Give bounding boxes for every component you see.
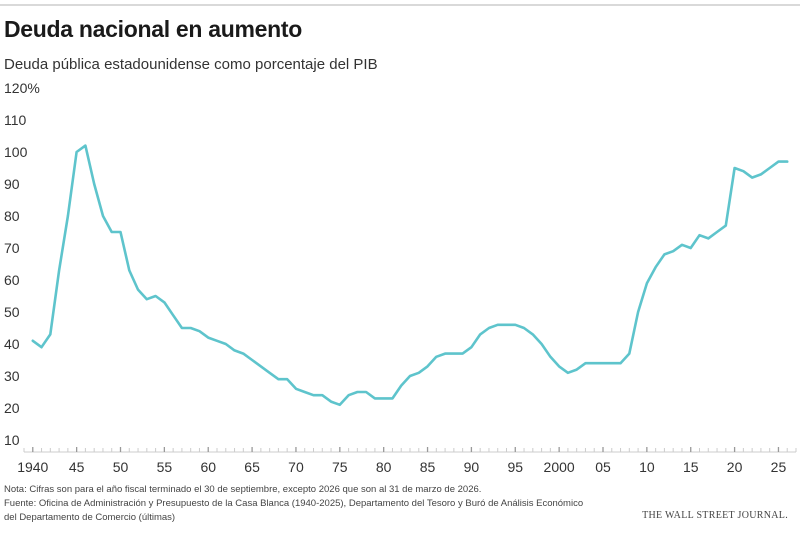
x-tick-label: 95 — [507, 459, 523, 475]
x-tick-labels: 1940 45 50 55 60 65 70 75 80 85 90 95 2000 05 10 15 20 25 — [17, 459, 786, 475]
top-rule — [0, 4, 800, 6]
x-tick-label: 25 — [771, 459, 787, 475]
x-tick-label: 10 — [639, 459, 655, 475]
y-tick-label: 20 — [4, 400, 20, 416]
note-line-1: Nota: Cifras son para el año fiscal term… — [4, 484, 482, 495]
x-tick-label: 60 — [200, 459, 216, 475]
x-tick-label: 2000 — [544, 459, 575, 475]
y-tick-label: 70 — [4, 240, 20, 256]
y-tick-label: 100 — [4, 144, 28, 160]
y-tick-label: 30 — [4, 368, 20, 384]
x-tick-label: 75 — [332, 459, 348, 475]
y-tick-label: 50 — [4, 304, 20, 320]
y-tick-label: 120% — [4, 80, 40, 96]
y-tick-label: 80 — [4, 208, 20, 224]
note-line-3: del Departamento de Comercio (últimas) — [4, 512, 176, 523]
chart-title: Deuda nacional en aumento — [4, 16, 302, 42]
y-tick-labels: 120% 110 100 90 80 70 60 50 40 30 20 10 — [4, 80, 40, 448]
y-tick-label: 110 — [4, 112, 27, 128]
x-tick-label: 90 — [464, 459, 480, 475]
x-tick-label: 1940 — [17, 459, 48, 475]
publisher-credit: THE WALL STREET JOURNAL. — [642, 510, 788, 521]
x-tick-label: 85 — [420, 459, 436, 475]
x-tick-label: 70 — [288, 459, 304, 475]
x-tick-label: 50 — [113, 459, 129, 475]
x-tick-label: 20 — [727, 459, 743, 475]
x-tick-label: 05 — [595, 459, 611, 475]
y-tick-label: 10 — [4, 432, 20, 448]
x-tick-label: 65 — [244, 459, 260, 475]
x-tick-label: 15 — [683, 459, 699, 475]
y-tick-label: 60 — [4, 272, 20, 288]
chart-subtitle: Deuda pública estadounidense como porcen… — [4, 56, 378, 73]
x-tick-label: 45 — [69, 459, 85, 475]
debt-series-line — [31, 144, 789, 407]
x-tick-label: 55 — [157, 459, 173, 475]
note-line-2: Fuente: Oficina de Administración y Pres… — [4, 498, 584, 509]
x-axis — [23, 447, 797, 453]
y-tick-label: 90 — [4, 176, 20, 192]
y-tick-label: 40 — [4, 336, 20, 352]
x-tick-label: 80 — [376, 459, 392, 475]
